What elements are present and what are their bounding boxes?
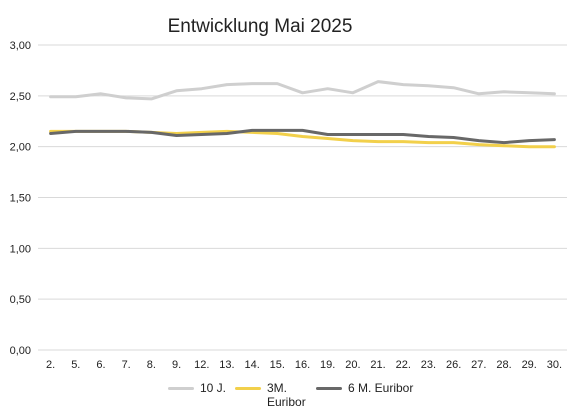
x-tick-label: 28. (496, 359, 511, 371)
y-axis-tick-labels: 0,00 0,50 1,00 1,50 2,00 2,50 3,00 (10, 40, 31, 357)
x-tick-label: 14. (244, 359, 259, 371)
legend-item-6m-euribor: 6 M. Euribor (316, 381, 448, 395)
legend-item-3m-euribor: 3M. Euribor (235, 381, 307, 409)
y-tick-label: 1,00 (10, 243, 31, 255)
x-tick-label: 8. (147, 359, 156, 371)
x-tick-label: 5. (71, 359, 80, 371)
x-tick-label: 26. (446, 359, 461, 371)
x-tick-label: 9. (172, 359, 181, 371)
y-tick-label: 3,00 (10, 40, 31, 52)
x-tick-label: 2. (46, 359, 55, 371)
chart-title: Entwicklung Mai 2025 (167, 16, 353, 37)
series-line-1 (49, 129, 556, 149)
y-tick-label: 0,00 (10, 345, 31, 357)
legend-label-3m-euribor: 3M. Euribor (267, 381, 306, 409)
x-tick-label: 21. (370, 359, 385, 371)
series-lines (49, 80, 556, 149)
x-tick-label: 19. (320, 359, 335, 371)
legend-swatch-6m-euribor (316, 387, 342, 390)
legend-label-6m-euribor: 6 M. Euribor (348, 381, 414, 395)
series-line-0 (49, 80, 556, 101)
series-line-2 (49, 128, 556, 145)
x-tick-label: 23. (421, 359, 436, 371)
x-tick-label: 27. (471, 359, 486, 371)
x-tick-label: 7. (122, 359, 131, 371)
y-tick-label: 2,50 (10, 91, 31, 103)
x-tick-label: 22. (396, 359, 411, 371)
legend-swatch-10j (168, 387, 194, 390)
x-tick-label: 12. (194, 359, 209, 371)
x-tick-label: 15. (270, 359, 285, 371)
y-tick-label: 2,00 (10, 142, 31, 154)
legend: 10 J. 3M. Euribor 6 M. Euribor (0, 381, 575, 417)
x-tick-label: 30. (547, 359, 562, 371)
x-tick-label: 13. (219, 359, 234, 371)
y-tick-label: 0,50 (10, 294, 31, 306)
x-tick-label: 29. (522, 359, 537, 371)
x-tick-label: 16. (295, 359, 310, 371)
y-tick-label: 1,50 (10, 193, 31, 205)
legend-label-10j: 10 J. (200, 381, 227, 395)
legend-swatch-3m-euribor (235, 387, 261, 390)
line-chart: 0,00 0,50 1,00 1,50 2,00 2,50 3,00 2. 5. 6. 7. 8. 9… (10, 40, 567, 371)
legend-item-10j: 10 J. (168, 381, 262, 395)
x-axis-tick-labels: 2. 5. 6. 7. 8. 9. 12. 13. 14. 15. 16. 19. 20. 21. 22. 2… (46, 359, 562, 371)
x-tick-label: 20. (345, 359, 360, 371)
x-tick-label: 6. (96, 359, 105, 371)
grid-lines (38, 44, 567, 351)
